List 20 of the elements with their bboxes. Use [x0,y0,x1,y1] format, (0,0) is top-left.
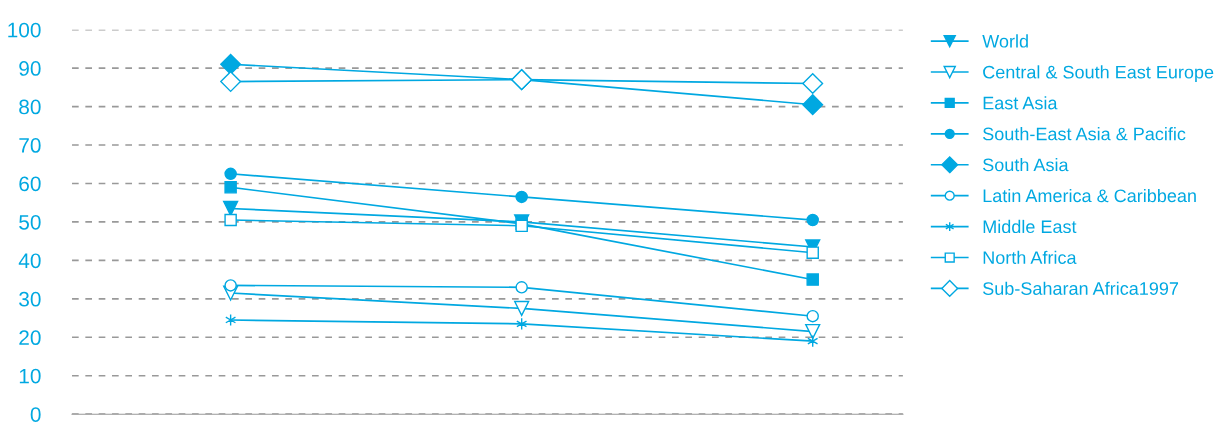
legend-label: Sub-Saharan Africa1997 [983,281,1179,295]
y-tick-label: 70 [19,138,41,153]
legend-label: South Asia [983,158,1069,172]
y-tick-label: 0 [30,407,41,422]
y-tick-label: 50 [19,214,41,230]
legend-label: East Asia [983,96,1058,110]
legend-label: South-East Asia & Pacific [983,127,1186,141]
y-tick-label: 100 [8,22,41,38]
y-tick-label: 10 [19,368,41,384]
y-tick-label: 80 [19,99,41,115]
legend-label: Middle East [983,219,1077,234]
legend-label: World [982,34,1028,48]
y-tick-label: 40 [18,253,41,269]
legend-label: Latin America & Caribbean [983,188,1196,203]
y-tick-label: 20 [19,330,41,346]
legend-label: North Africa [983,250,1077,265]
legend-label: Central & South East Europe [983,65,1214,83]
y-tick-label: 60 [19,176,41,192]
y-tick-label: 90 [19,61,41,76]
y-tick-label: 30 [19,291,41,307]
